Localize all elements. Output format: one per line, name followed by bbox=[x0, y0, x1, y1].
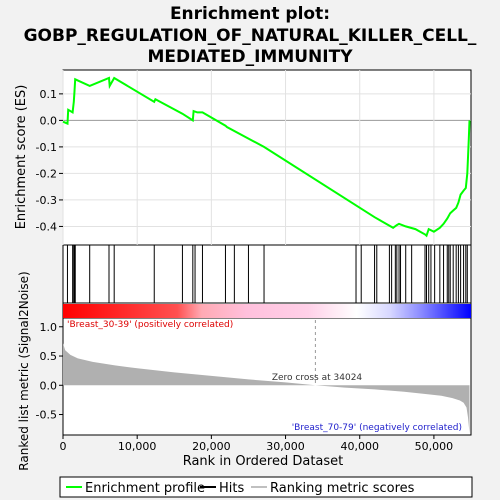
es-gridlines bbox=[62, 70, 471, 245]
right-phenotype-label: 'Breast_70-79' (negatively correlated) bbox=[292, 423, 462, 433]
es-y-tick-label: -0.2 bbox=[36, 167, 57, 180]
legend-label-hits: Hits bbox=[219, 481, 244, 496]
hits-layer bbox=[66, 245, 468, 303]
left-phenotype-label: 'Breast_30-39' (positively correlated) bbox=[67, 320, 233, 330]
x-tick-label: 40,000 bbox=[340, 440, 379, 453]
legend-label-enrichment: Enrichment profile bbox=[85, 481, 205, 496]
x-tick-label: 0 bbox=[60, 440, 67, 453]
es-y-axis-label: Enrichment score (ES) bbox=[14, 85, 29, 230]
x-tick-label: 30,000 bbox=[266, 440, 305, 453]
x-axis-ticks: 0 10,000 20,000 30,000 40,000 50,000 bbox=[60, 435, 454, 453]
chart-title: Enrichment plot: GOBP_REGULATION_OF_NATU… bbox=[24, 4, 477, 67]
rank-gradient-bar bbox=[63, 304, 471, 318]
es-y-tick-label: -0.1 bbox=[36, 141, 57, 154]
x-axis-label: Rank in Ordered Dataset bbox=[183, 454, 344, 469]
es-panel bbox=[62, 69, 472, 246]
es-y-tick-label: 0.1 bbox=[40, 88, 58, 101]
legend-label-metric: Ranking metric scores bbox=[270, 481, 415, 496]
enrichment-profile-line bbox=[62, 76, 471, 238]
rank-gradient-layer bbox=[63, 304, 471, 318]
metric-y-tick-label: 0.5 bbox=[40, 350, 58, 363]
x-tick-label: 50,000 bbox=[415, 440, 454, 453]
es-y-ticks: -0.4 -0.3 -0.2 -0.1 0.0 0.1 bbox=[36, 88, 63, 233]
metric-y-tick-label: -0.5 bbox=[36, 409, 57, 422]
zero-cross-label: Zero cross at 34024 bbox=[272, 373, 363, 383]
es-y-tick-label: -0.4 bbox=[36, 220, 57, 233]
es-y-tick-label: 0.0 bbox=[40, 114, 58, 127]
enrichment-profile-layer bbox=[62, 76, 471, 238]
es-y-tick-label: -0.3 bbox=[36, 194, 57, 207]
title-line-2: GOBP_REGULATION_OF_NATURAL_KILLER_CELL_ bbox=[24, 26, 477, 46]
metric-y-ticks: -0.5 0.0 0.5 1.0 bbox=[36, 321, 63, 422]
title-line-3: MEDIATED_IMMUNITY bbox=[147, 47, 353, 67]
x-tick-label: 10,000 bbox=[118, 440, 157, 453]
legend: Enrichment profile Hits Ranking metric s… bbox=[66, 481, 415, 496]
metric-y-tick-label: 1.0 bbox=[40, 321, 58, 334]
metric-layer bbox=[63, 320, 470, 434]
x-tick-label: 20,000 bbox=[192, 440, 231, 453]
metric-y-tick-label: 0.0 bbox=[40, 379, 58, 392]
ranking-metric-area bbox=[63, 343, 470, 434]
metric-y-axis-label: Ranked list metric (Signal2Noise) bbox=[17, 271, 31, 470]
hits-panel bbox=[62, 244, 472, 304]
title-line-1: Enrichment plot: bbox=[170, 4, 330, 24]
